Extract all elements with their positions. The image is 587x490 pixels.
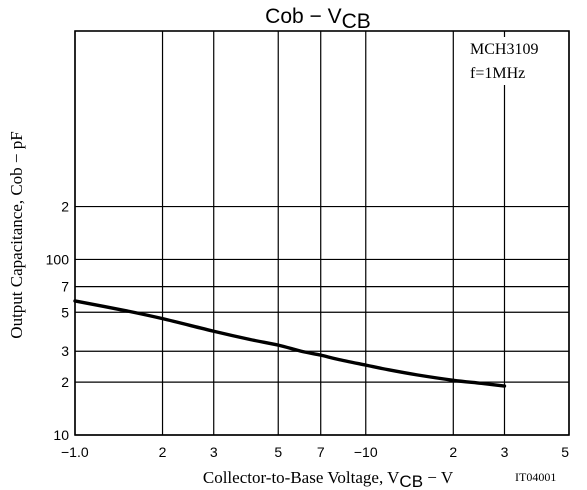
y-axis-label: Output Capacitance, Cob − pF [7,131,26,338]
x-tick-labels: −1.0 2 3 5 7 −10 2 3 5 [61,444,569,460]
y-tick-label: 5 [61,304,69,320]
x-tick-label: −10 [354,444,378,460]
y-tick-label: 7 [61,279,69,295]
grid-lines [74,31,570,436]
x-tick-label: −1.0 [61,444,89,460]
chart-title: Cob − VCB [265,5,371,33]
y-tick-label: 10 [53,427,69,443]
x-tick-label: 5 [561,444,569,460]
annotation-background [466,37,566,85]
annotation-part-number: MCH3109 [470,41,538,58]
x-tick-label: 2 [449,444,457,460]
figure-code: IT04001 [515,470,556,484]
x-tick-label: 5 [274,444,282,460]
annotation-frequency: f=1MHz [470,65,525,82]
y-tick-label: 2 [61,374,69,390]
cob-curve [73,299,507,388]
x-tick-label: 3 [210,444,218,460]
x-tick-label: 3 [501,444,509,460]
x-axis-label: Collector-to-Base Voltage, VCB − V [203,468,454,490]
x-tick-label: 2 [159,444,167,460]
plot-frame [74,30,570,436]
y-tick-label: 2 [61,199,69,215]
y-tick-label: 100 [46,251,70,267]
x-tick-label: 7 [317,444,325,460]
y-tick-labels: 10 2 3 5 7 100 2 [46,199,70,443]
y-tick-label: 3 [61,343,69,359]
